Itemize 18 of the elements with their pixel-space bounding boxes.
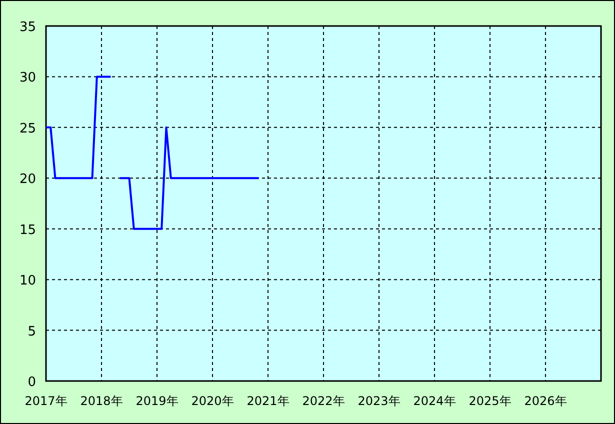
x-tick-label: 2026年 (524, 394, 567, 408)
x-tick-label: 2021年 (246, 394, 290, 408)
x-tick-label: 2020年 (191, 394, 234, 408)
y-tick-label: 15 (19, 222, 36, 238)
x-tick-label: 2019年 (136, 394, 178, 408)
x-tick-label: 2022年 (302, 394, 345, 408)
y-tick-label: 20 (19, 172, 36, 188)
y-tick-label: 35 (19, 20, 36, 35)
x-tick-label: 2018年 (80, 394, 123, 408)
y-tick-label: 10 (19, 274, 36, 289)
y-tick-label: 30 (19, 70, 36, 86)
y-tick-label: 5 (28, 324, 36, 340)
y-tick-label: 0 (28, 375, 36, 390)
x-tick-label: 2025年 (468, 394, 512, 408)
x-tick-label: 2023年 (358, 394, 400, 408)
x-tick-label: 2017年 (24, 394, 68, 408)
y-tick-label: 25 (19, 121, 36, 136)
x-tick-label: 2024年 (413, 394, 456, 408)
